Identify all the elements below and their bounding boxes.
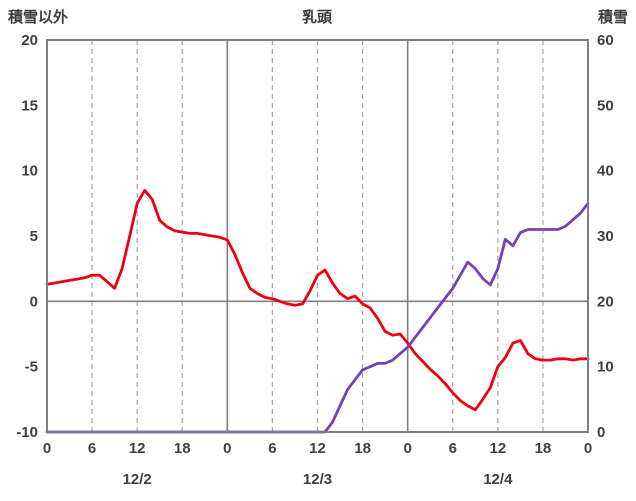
x-axis-tick-label: 0: [403, 440, 411, 457]
left-axis-series-line: [45, 188, 590, 412]
x-axis-tick-label: 12: [489, 440, 506, 457]
right-axis-tick-label: 0: [597, 424, 605, 441]
x-axis-tick-label: 0: [223, 440, 231, 457]
x-axis-tick-label: 6: [268, 440, 276, 457]
right-axis-tick-label: 20: [597, 293, 614, 310]
x-axis-tick-label: 18: [535, 440, 552, 457]
left-axis-tick-label: -5: [25, 359, 38, 376]
left-axis-tick-label: 15: [21, 97, 38, 114]
x-axis-tick-label: 6: [449, 440, 457, 457]
right-axis-tick-label: 10: [597, 359, 614, 376]
plot-border: [46, 39, 589, 433]
left-axis-title: 積雪以外: [8, 9, 69, 26]
x-axis-tick-label: 18: [174, 440, 191, 457]
right-axis-tick-label: 60: [597, 32, 614, 49]
right-axis-tick-label: 40: [597, 163, 614, 180]
x-axis-tick-label: 0: [584, 440, 592, 457]
left-axis-tick-label: 5: [30, 228, 38, 245]
x-axis-tick-label: 6: [88, 440, 96, 457]
left-axis-tick-label: 10: [21, 163, 38, 180]
x-axis-tick-label: 12: [309, 440, 326, 457]
x-axis-tick-label: 0: [43, 440, 51, 457]
right-axis-title: 積雪: [597, 9, 628, 26]
left-axis-tick-label: 0: [30, 293, 38, 310]
left-axis-tick-label: 20: [21, 32, 38, 49]
left-axis-tick-label: -10: [16, 424, 38, 441]
date-label: 12/2: [123, 471, 152, 488]
date-label: 12/4: [483, 471, 513, 488]
chart-title: 乳頭: [301, 9, 333, 26]
x-axis-tick-label: 12: [129, 440, 146, 457]
right-axis-tick-label: 30: [597, 228, 614, 245]
x-axis-tick-label: 18: [354, 440, 371, 457]
right-axis-tick-label: 50: [597, 97, 614, 114]
date-label: 12/3: [303, 471, 332, 488]
